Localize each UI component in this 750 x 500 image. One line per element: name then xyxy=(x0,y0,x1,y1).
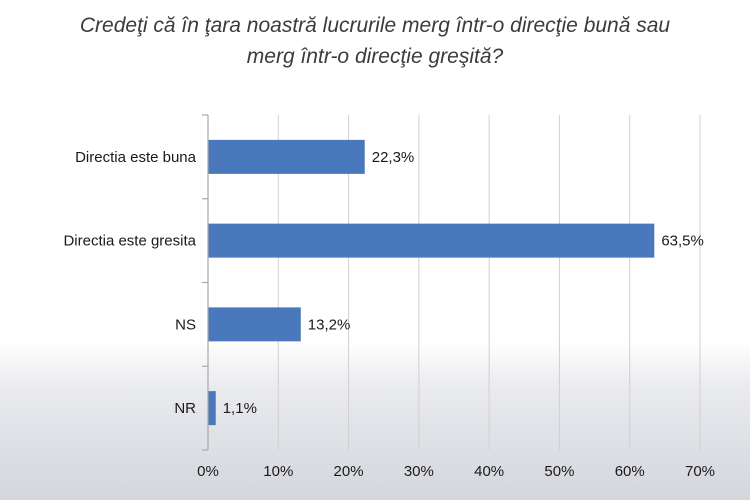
x-tick-label: 20% xyxy=(334,463,364,480)
category-label: NS xyxy=(175,316,196,333)
bar xyxy=(208,223,655,258)
x-tick-label: 50% xyxy=(544,463,574,480)
x-tick-label: 40% xyxy=(474,463,504,480)
chart-title: Credeţi că în ţara noastră lucrurile mer… xyxy=(0,10,750,72)
value-label: 63,5% xyxy=(661,233,704,250)
bar xyxy=(208,139,365,174)
category-label: NR xyxy=(174,400,196,417)
x-tick-label: 30% xyxy=(404,463,434,480)
chart-title-line-1: Credeţi că în ţara noastră lucrurile mer… xyxy=(79,14,671,37)
value-label: 1,1% xyxy=(223,400,257,417)
bar xyxy=(208,307,301,342)
bar xyxy=(208,391,216,426)
x-tick-label: 10% xyxy=(263,463,293,480)
category-label: Directia este gresita xyxy=(63,233,196,250)
labels: 0% 10% 20% 30% 40% 50% 60% 70% Directia este bun… xyxy=(63,149,715,480)
bars xyxy=(208,139,655,426)
x-tick-label: 0% xyxy=(197,463,219,480)
value-label: 22,3% xyxy=(372,149,415,166)
value-label: 13,2% xyxy=(308,316,351,333)
x-tick-label: 70% xyxy=(685,463,715,480)
x-tick-label: 60% xyxy=(615,463,645,480)
axes xyxy=(202,114,209,451)
chart-title-line-2: merg într-o direcţie greşită? xyxy=(246,45,504,68)
category-label: Directia este buna xyxy=(75,149,197,166)
